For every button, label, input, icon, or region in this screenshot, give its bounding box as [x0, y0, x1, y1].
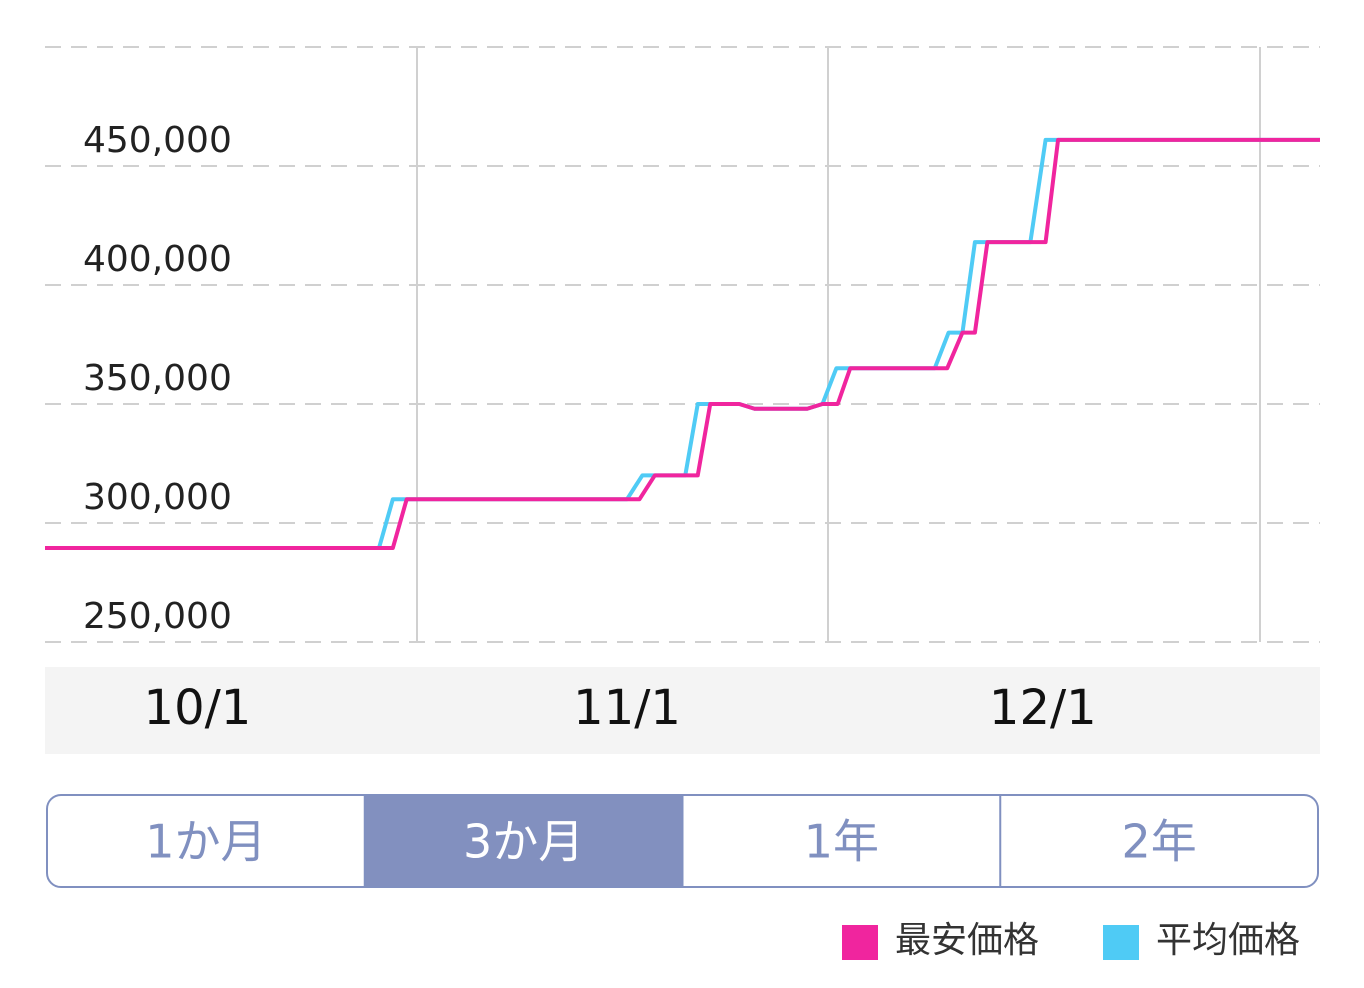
y-tick-label: 350,000 — [83, 358, 232, 399]
legend-label: 最安価格 — [895, 920, 1039, 961]
x-tick-label: 12/1 — [989, 680, 1097, 736]
legend: 最安価格 平均価格 — [842, 920, 1300, 961]
tab-label[interactable]: 3か月 — [463, 815, 584, 869]
y-tick-label: 250,000 — [83, 596, 232, 637]
price-line — [45, 137, 1320, 550]
y-tick-label: 400,000 — [83, 239, 232, 280]
tabs: 1か月 3か月 1年 2年 — [145, 796, 1197, 886]
x-tick-label: 10/1 — [144, 680, 252, 736]
price-line — [45, 137, 1320, 550]
legend-swatch — [842, 925, 878, 960]
x-axis-band — [45, 667, 1320, 754]
y-tick-label: 450,000 — [83, 120, 232, 161]
tab-label[interactable]: 1年 — [804, 815, 879, 869]
x-tick-label: 11/1 — [573, 680, 681, 736]
tab-label[interactable]: 2年 — [1121, 815, 1196, 869]
lines — [45, 137, 1320, 550]
tab-selected-bg — [364, 796, 683, 886]
legend-swatch — [1103, 925, 1139, 960]
y-tick-label: 300,000 — [83, 477, 232, 518]
tab-label[interactable]: 1か月 — [145, 815, 266, 869]
grid — [45, 46, 1320, 643]
labels: 250,000 300,000 350,000 400,000 450,000 10/1 1… — [83, 120, 1097, 736]
legend-label: 平均価格 — [1156, 920, 1300, 961]
